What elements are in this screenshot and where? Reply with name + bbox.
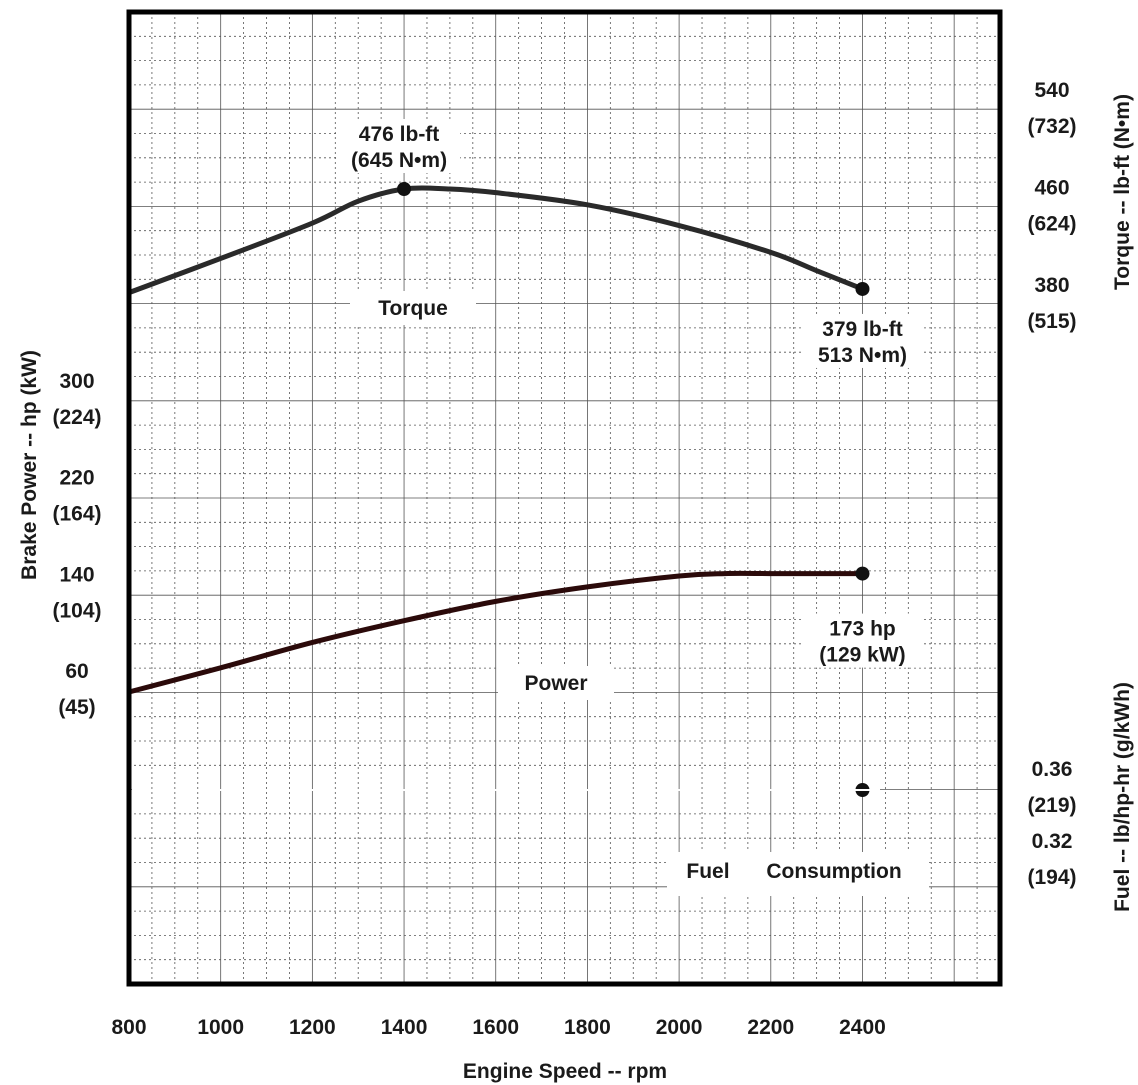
x-axis-title: Engine Speed -- rpm bbox=[463, 1060, 667, 1083]
fuel-tick-sublabel: (194) bbox=[1027, 866, 1076, 889]
torque-annotation-metric: 513 N•m) bbox=[818, 344, 907, 367]
torque-annotation-value: 476 lb-ft bbox=[359, 123, 440, 146]
torque-tick-label: 380 bbox=[1034, 274, 1069, 297]
fuel-curve-label-2: Consumption bbox=[766, 860, 901, 883]
x-tick-label: 2400 bbox=[839, 1016, 886, 1039]
torque-axis-title: Torque -- lb-ft (N•m) bbox=[1111, 94, 1134, 290]
power-annotation-metric: (129 kW) bbox=[819, 644, 905, 667]
fuel-tick-sublabel: (219) bbox=[1027, 794, 1076, 817]
annotation-backdrop bbox=[801, 313, 924, 368]
curve-label-backdrop bbox=[498, 666, 614, 700]
annotation-backdrop bbox=[801, 613, 924, 668]
series-torque: 476 lb-ft (645 N•m) 379 lb-ft 513 N•m) bbox=[126, 119, 924, 368]
torque-annotation-metric: (645 N•m) bbox=[351, 149, 447, 172]
power-tick-label: 140 bbox=[59, 563, 94, 586]
grid bbox=[129, 12, 1000, 984]
fuel-curve-label: Fuel bbox=[686, 860, 729, 883]
fuel-label-backdrop bbox=[667, 852, 929, 896]
power-axis-title: Brake Power -- hp (kW) bbox=[18, 350, 41, 580]
x-tick-label: 800 bbox=[111, 1016, 146, 1039]
series-layer: 476 lb-ft (645 N•m) 379 lb-ft 513 N•m) 173 h… bbox=[126, 119, 924, 797]
fuel-axis-title: Fuel -- lb/hp-hr (g/kWh) bbox=[1111, 682, 1134, 912]
x-tick-label: 1600 bbox=[472, 1016, 519, 1039]
power-annotation-value: 173 hp bbox=[829, 618, 896, 641]
power-curve bbox=[126, 570, 865, 695]
torque-annotation-value: 379 lb-ft bbox=[822, 318, 903, 341]
power-tick-sublabel: (45) bbox=[58, 696, 95, 719]
x-tick-label: 1800 bbox=[564, 1016, 611, 1039]
x-tick-label: 1000 bbox=[197, 1016, 244, 1039]
torque-tick-label: 460 bbox=[1034, 177, 1069, 200]
curve-label-backdrop bbox=[350, 291, 476, 325]
curve-labels: Torque Power Fuel Consumption bbox=[132, 291, 929, 896]
power-tick-sublabel: (164) bbox=[52, 503, 101, 526]
power-tick-label: 220 bbox=[59, 467, 94, 490]
plot-frame bbox=[126, 9, 1003, 987]
power-tick-sublabel: (104) bbox=[52, 599, 101, 622]
power-tick-label: 300 bbox=[59, 370, 94, 393]
power-tick-label: 60 bbox=[65, 660, 88, 683]
torque-tick-sublabel: (515) bbox=[1027, 310, 1076, 333]
x-tick-label: 1200 bbox=[289, 1016, 336, 1039]
torque-marker bbox=[855, 281, 870, 296]
power-tick-sublabel: (224) bbox=[52, 406, 101, 429]
tick-labels: 800 1000 1200 1400 1600 1800 2000 2200 2400 300 (2… bbox=[52, 79, 1076, 1039]
torque-curve bbox=[126, 185, 865, 296]
torque-tick-label: 540 bbox=[1034, 79, 1069, 102]
x-tick-label: 2000 bbox=[656, 1016, 703, 1039]
fuel-tick-label: 0.32 bbox=[1032, 830, 1073, 853]
x-tick-label: 1400 bbox=[381, 1016, 428, 1039]
series-power: 173 hp (129 kW) bbox=[126, 566, 924, 695]
torque-marker bbox=[397, 182, 412, 196]
fuel-tick-label: 0.36 bbox=[1032, 758, 1073, 781]
x-tick-label: 2200 bbox=[747, 1016, 794, 1039]
power-marker bbox=[855, 566, 870, 581]
torque-tick-sublabel: (732) bbox=[1027, 115, 1076, 138]
torque-curve-label: Torque bbox=[378, 297, 448, 320]
torque-tick-sublabel: (624) bbox=[1027, 213, 1076, 236]
annotation-backdrop bbox=[338, 119, 461, 173]
power-curve-label: Power bbox=[524, 672, 587, 695]
